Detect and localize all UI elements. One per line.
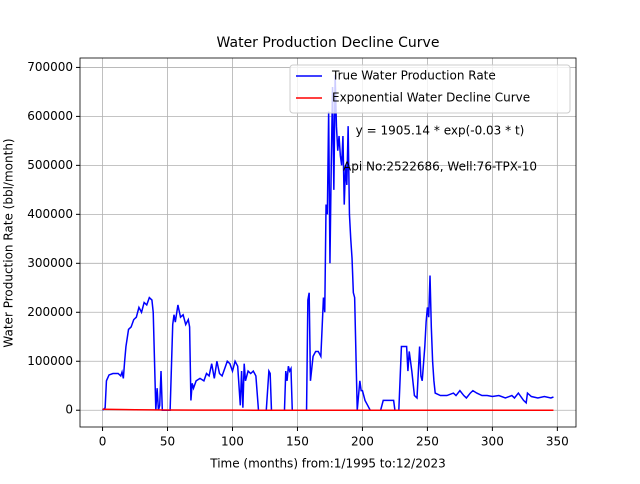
x-tick-label: 0 — [99, 435, 107, 449]
y-tick-label: 100000 — [27, 354, 73, 368]
plot-frame — [79, 57, 577, 428]
legend-label: True Water Production Rate — [331, 69, 496, 83]
y-tick-label: 500000 — [27, 158, 73, 172]
y-tick-label: 300000 — [27, 256, 73, 270]
x-tick-label: 250 — [416, 435, 439, 449]
annotation: y = 1905.14 * exp(-0.03 * t) — [356, 124, 525, 138]
x-tick-label: 50 — [160, 435, 175, 449]
x-tick-label: 350 — [546, 435, 569, 449]
x-axis-label: Time (months) from:1/1995 to:12/2023 — [209, 457, 446, 471]
legend-label: Exponential Water Decline Curve — [332, 91, 530, 105]
y-axis-label: Water Production Rate (bbl/month) — [2, 138, 16, 347]
y-tick-label: 200000 — [27, 305, 73, 319]
x-tick-label: 150 — [286, 435, 309, 449]
y-tick-label: 600000 — [27, 109, 73, 123]
y-tick-label: 700000 — [27, 60, 73, 74]
annotation: Api No:2522686, Well:76-TPX-10 — [343, 160, 537, 174]
y-tick-label: 400000 — [27, 207, 73, 221]
x-tick-label: 200 — [351, 435, 374, 449]
chart-title: Water Production Decline Curve — [217, 35, 440, 51]
legend-box — [289, 64, 571, 114]
x-tick-label: 100 — [221, 435, 244, 449]
y-tick-label: 0 — [65, 403, 73, 417]
data-line — [102, 408, 554, 411]
x-tick-label: 300 — [481, 435, 504, 449]
